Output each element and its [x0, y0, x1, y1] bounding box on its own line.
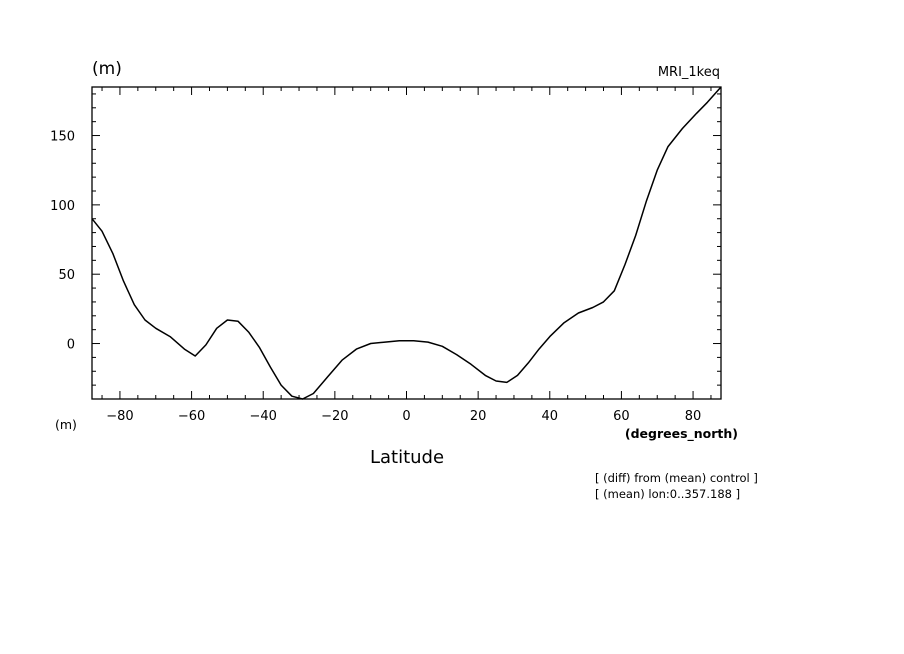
note-diff: [ (diff) from (mean) control ] — [595, 471, 758, 485]
x-tick-label: 60 — [613, 409, 630, 424]
note-mean: [ (mean) lon:0..357.188 ] — [595, 487, 740, 501]
x-tick-label: 80 — [685, 409, 702, 424]
experiment-label: MRI_1keq — [658, 65, 720, 80]
y-tick-label: 50 — [58, 268, 75, 283]
y-tick-label: 0 — [67, 338, 75, 353]
y-tick-label: 100 — [50, 199, 75, 214]
series-line — [91, 86, 722, 400]
y-unit-bottom-label: (m) — [55, 417, 77, 432]
x-tick-label: 20 — [470, 409, 487, 424]
x-unit-label: (degrees_north) — [625, 426, 738, 442]
x-tick-label: −80 — [106, 409, 133, 424]
x-tick-label: −20 — [321, 409, 348, 424]
plot-frame — [91, 86, 722, 400]
x-tick-label: 0 — [402, 409, 410, 424]
y-tick-label: 150 — [50, 130, 75, 145]
plot-area: −80 −60 −40 −20 0 20 40 60 80 0 50 100 150 — [50, 86, 722, 424]
y-unit-top-label: (m) — [92, 59, 122, 79]
x-tick-label: −40 — [250, 409, 277, 424]
x-tick-label: −60 — [178, 409, 205, 424]
x-axis-label: Latitude — [370, 447, 444, 468]
x-tick-label: 40 — [542, 409, 559, 424]
